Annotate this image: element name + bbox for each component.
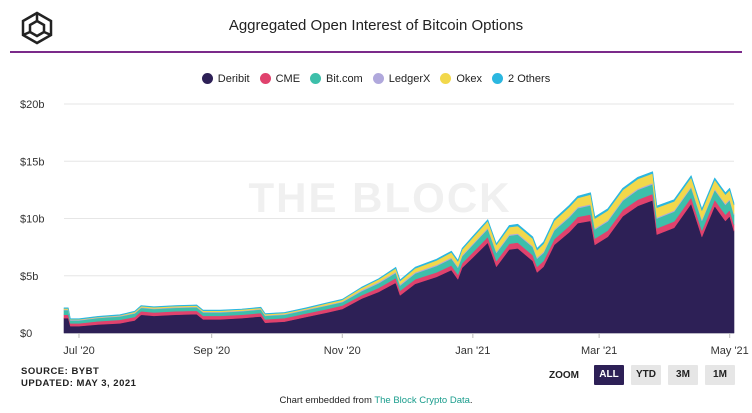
x-tick-label: Mar '21	[581, 345, 617, 357]
zoom-label: ZOOM	[549, 369, 579, 381]
zoom-1m-button[interactable]: 1M	[705, 365, 735, 385]
x-tick-label: Jul '20	[63, 345, 94, 357]
y-tick-label: $10b	[20, 214, 44, 226]
zoom-ytd-button[interactable]: YTD	[631, 365, 661, 385]
embed-credit: Chart embedded from The Block Crypto Dat…	[0, 395, 752, 406]
legend-label: CME	[275, 73, 301, 85]
legend-item-ledgerx[interactable]: LedgerX	[372, 73, 431, 85]
legend-dot-ledgerx	[372, 73, 384, 84]
legend-item-okex[interactable]: Okex	[440, 73, 482, 85]
legend-item-bit-com[interactable]: Bit.com	[310, 73, 363, 85]
zoom-controls: ZOOM ALL YTD 3M 1M	[549, 365, 735, 385]
source-text: SOURCE: BYBT	[21, 366, 100, 377]
area-series	[63, 171, 735, 334]
chart-title: Aggregated Open Interest of Bitcoin Opti…	[228, 17, 524, 34]
legend-dot-okex	[440, 73, 452, 84]
legend-item-2-others[interactable]: 2 Others	[492, 73, 550, 85]
x-tick-label: May '21	[711, 345, 749, 357]
zoom-all-button[interactable]: ALL	[594, 365, 624, 385]
chart-legend: Deribit CME Bit.com LedgerX Okex 2 Others	[0, 73, 752, 85]
watermark: THE BLOCK	[249, 174, 512, 221]
legend-dot-deribit	[201, 73, 213, 84]
x-tick-label: Jan '21	[455, 345, 490, 357]
title-divider	[10, 51, 742, 53]
legend-label: LedgerX	[388, 73, 431, 85]
y-tick-label: $20b	[20, 99, 44, 111]
legend-item-cme[interactable]: CME	[259, 73, 301, 85]
legend-label: Bit.com	[326, 73, 363, 85]
y-axis: $0 $5b $10b $15b $20b	[20, 99, 44, 340]
legend-dot-bit-com	[310, 73, 322, 84]
y-tick-label: $5b	[20, 271, 38, 283]
zoom-3m-button[interactable]: 3M	[668, 365, 698, 385]
y-tick-label: $15b	[20, 156, 44, 168]
legend-item-deribit[interactable]: Deribit	[201, 73, 250, 85]
embed-prefix: Chart embedded from	[279, 395, 375, 406]
area-2-others	[63, 171, 735, 320]
the-block-data-link[interactable]: The Block Crypto Data	[374, 395, 470, 406]
the-block-logo	[21, 11, 53, 45]
legend-label: Deribit	[217, 73, 250, 85]
embed-suffix: .	[469, 395, 473, 406]
x-tick-label: Nov '20	[324, 345, 361, 357]
updated-text: UPDATED: MAY 3, 2021	[21, 377, 137, 389]
x-axis: Jul '20 Sep '20 Nov '20 Jan '21 Mar '21 May '…	[63, 333, 749, 357]
legend-label: Okex	[456, 73, 483, 85]
y-tick-label: $0	[20, 328, 32, 340]
source-info: SOURCE: BYBT UPDATED: MAY 3, 2021	[21, 366, 136, 389]
legend-dot-cme	[259, 73, 271, 84]
legend-dot-2-others	[492, 73, 504, 84]
legend-label: 2 Others	[508, 73, 551, 85]
x-tick-label: Sep '20	[193, 345, 230, 357]
